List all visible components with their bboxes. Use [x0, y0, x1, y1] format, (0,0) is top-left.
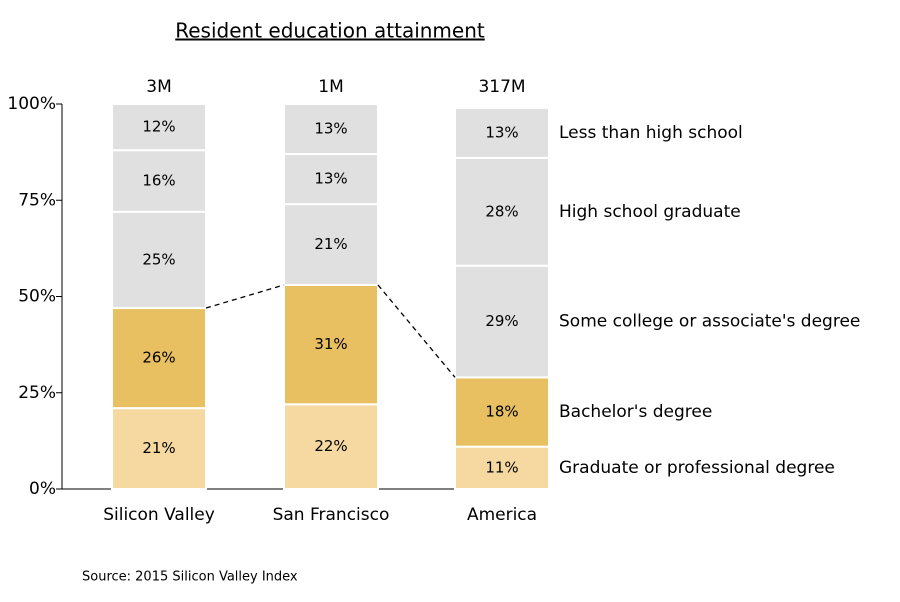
y-tick-label: 100% [7, 94, 56, 114]
value-label: 11% [485, 458, 518, 476]
bar-segment [454, 376, 550, 448]
bar-segment [111, 103, 207, 152]
legend-label: Some college or associate's degree [559, 312, 860, 332]
value-label: 18% [485, 403, 518, 421]
bar-segment [111, 210, 207, 310]
bar-segment [454, 264, 550, 379]
value-label: 21% [142, 439, 175, 457]
value-label: 16% [142, 172, 175, 190]
value-label: 28% [485, 202, 518, 220]
x-tick-label: America [467, 505, 537, 525]
value-label: 26% [142, 349, 175, 367]
y-tick-label: 75% [18, 190, 56, 210]
bar-total: 3M [146, 77, 171, 97]
bar-segment [454, 106, 550, 159]
legend-label: Graduate or professional degree [559, 458, 835, 478]
source: Source: 2015 Silicon Valley Index [82, 570, 298, 585]
legend-label: High school graduate [559, 202, 741, 222]
y-tick-label: 25% [18, 383, 56, 403]
bar-segment [283, 153, 379, 206]
bar-segment [111, 307, 207, 410]
value-label: 13% [485, 123, 518, 141]
value-label: 31% [314, 335, 347, 353]
bar-segment [283, 283, 379, 406]
bar-segment [111, 149, 207, 213]
connector [377, 284, 456, 378]
bar-segment [454, 156, 550, 267]
bar-segment [283, 203, 379, 286]
legend-label: Bachelor's degree [559, 402, 712, 422]
value-label: 25% [142, 250, 175, 268]
bar-segment [283, 103, 379, 156]
y-tick-label: 0% [29, 479, 56, 499]
chart-title: Resident education attainment [175, 19, 485, 43]
legend-label: Less than high school [559, 123, 743, 143]
bar-segment [283, 403, 379, 490]
x-tick-label: San Francisco [273, 505, 390, 525]
value-label: 29% [485, 312, 518, 330]
value-label: 22% [314, 437, 347, 455]
bar-segment [454, 445, 550, 490]
bar-segment [111, 407, 207, 490]
bar-total: 317M [478, 77, 525, 97]
value-label: 12% [142, 118, 175, 136]
value-label: 21% [314, 235, 347, 253]
connector [205, 284, 285, 309]
x-tick-label: Silicon Valley [103, 505, 215, 525]
bar-total: 1M [318, 77, 343, 97]
value-label: 13% [314, 170, 347, 188]
y-tick-label: 50% [18, 287, 56, 307]
value-label: 13% [314, 120, 347, 138]
